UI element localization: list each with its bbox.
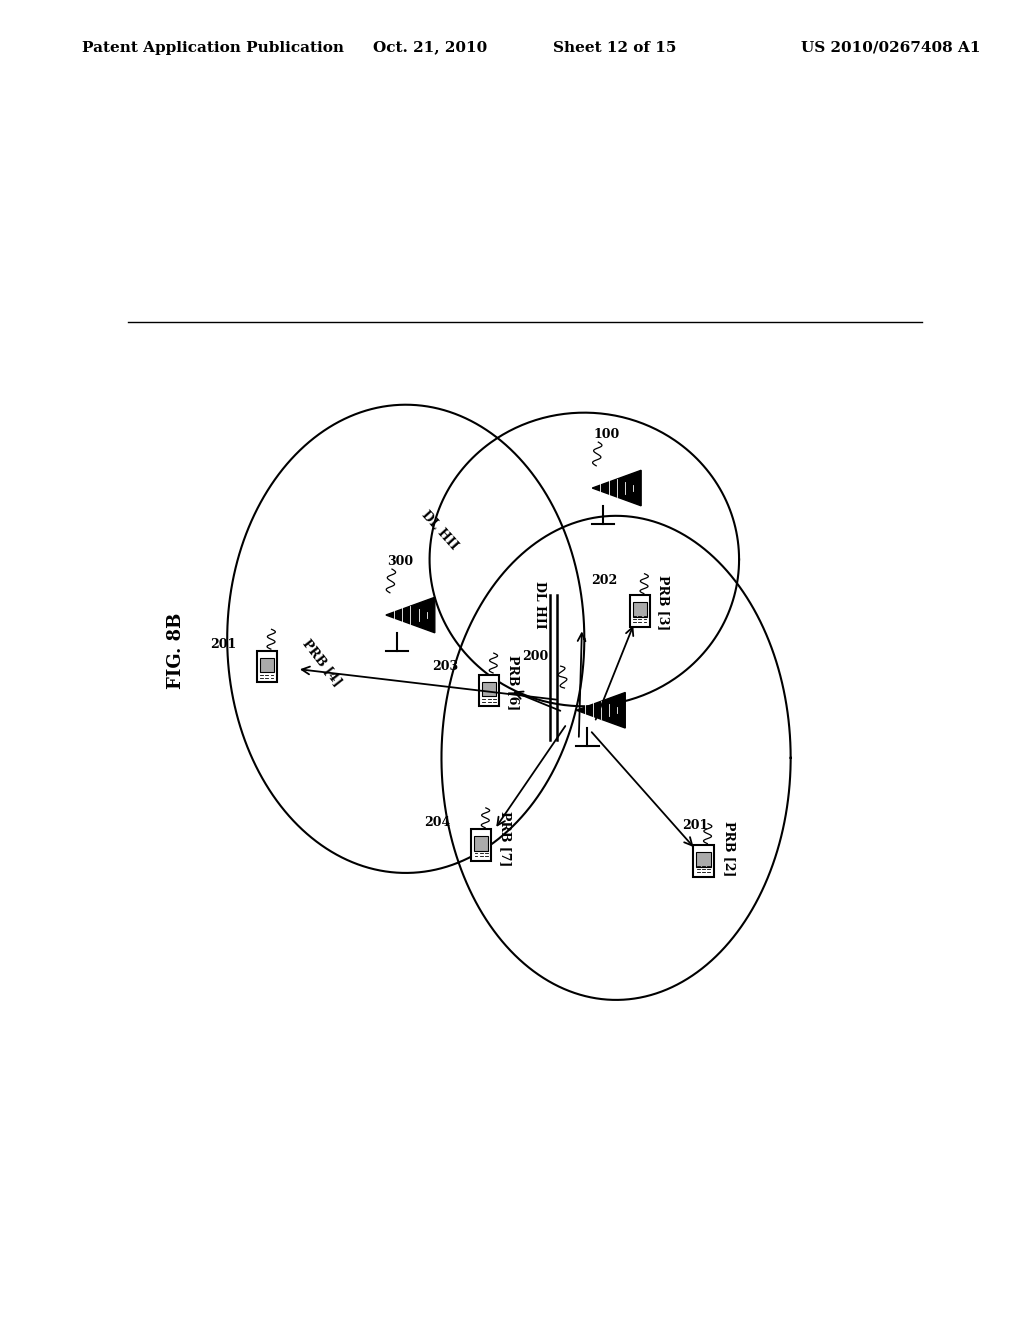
Text: 204: 204 [424, 817, 451, 829]
Text: 201: 201 [682, 818, 709, 832]
FancyBboxPatch shape [474, 837, 488, 850]
Text: 100: 100 [594, 428, 620, 441]
Text: Patent Application Publication: Patent Application Publication [82, 41, 344, 54]
FancyBboxPatch shape [471, 829, 492, 861]
FancyBboxPatch shape [257, 651, 278, 682]
Text: PRB [3]: PRB [3] [657, 576, 671, 631]
Text: PRB [6]: PRB [6] [507, 655, 519, 710]
Text: US 2010/0267408 A1: US 2010/0267408 A1 [801, 41, 981, 54]
Polygon shape [592, 470, 641, 506]
Text: FIG. 8B: FIG. 8B [167, 612, 184, 689]
FancyBboxPatch shape [482, 681, 497, 696]
FancyBboxPatch shape [479, 675, 500, 706]
Polygon shape [577, 693, 626, 729]
FancyBboxPatch shape [630, 595, 650, 627]
Text: PRB [2]: PRB [2] [723, 821, 736, 876]
FancyBboxPatch shape [696, 853, 711, 867]
Text: 300: 300 [387, 554, 414, 568]
Text: PRB [4]: PRB [4] [300, 636, 344, 689]
FancyBboxPatch shape [693, 845, 714, 876]
FancyBboxPatch shape [633, 602, 647, 616]
Text: 200: 200 [522, 649, 548, 663]
Text: DL HII: DL HII [419, 508, 460, 552]
Polygon shape [386, 597, 435, 632]
Text: 202: 202 [591, 574, 617, 587]
Text: 203: 203 [432, 660, 459, 673]
Text: Oct. 21, 2010: Oct. 21, 2010 [373, 41, 487, 54]
Text: PRB [7]: PRB [7] [499, 810, 512, 866]
Text: Sheet 12 of 15: Sheet 12 of 15 [553, 41, 676, 54]
FancyBboxPatch shape [260, 657, 274, 672]
Text: DL HII: DL HII [532, 581, 546, 628]
Text: 201: 201 [210, 638, 237, 651]
